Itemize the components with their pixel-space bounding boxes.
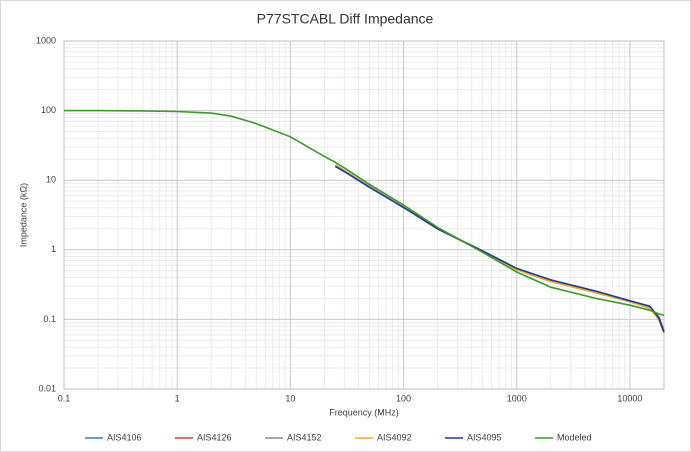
x-tick-label: 100 (396, 393, 411, 403)
grid (63, 40, 665, 390)
y-tick-label: 100 (41, 105, 56, 115)
y-tick-label: 10 (46, 175, 56, 185)
x-tick-label: 0.1 (58, 393, 71, 403)
y-tick-label: 1 (51, 244, 56, 254)
legend-label: AIS4092 (377, 432, 412, 442)
x-tick-label: 1 (175, 393, 180, 403)
x-tick-label: 10 (285, 393, 295, 403)
y-tick-label: 1000 (36, 35, 56, 45)
legend-label: Modeled (557, 432, 592, 442)
y-tick-label: 0.1 (43, 314, 56, 324)
x-axis-label: Frequency (MHz) (329, 407, 399, 417)
x-tick-label: 1000 (507, 393, 527, 403)
legend-label: AIS4126 (197, 432, 232, 442)
legend-label: AIS4152 (287, 432, 322, 442)
y-axis-label: Impedance (kΩ) (18, 183, 28, 247)
plot-border (63, 40, 665, 390)
y-tick-label: 0.01 (38, 383, 56, 393)
series-line (64, 109, 665, 316)
legend-label: AIS4095 (467, 432, 502, 442)
chart-title: P77STCABL Diff Impedance (257, 11, 434, 27)
x-tick-label: 10000 (617, 393, 642, 403)
legend-label: AIS4106 (107, 432, 142, 442)
series-line (334, 165, 665, 333)
